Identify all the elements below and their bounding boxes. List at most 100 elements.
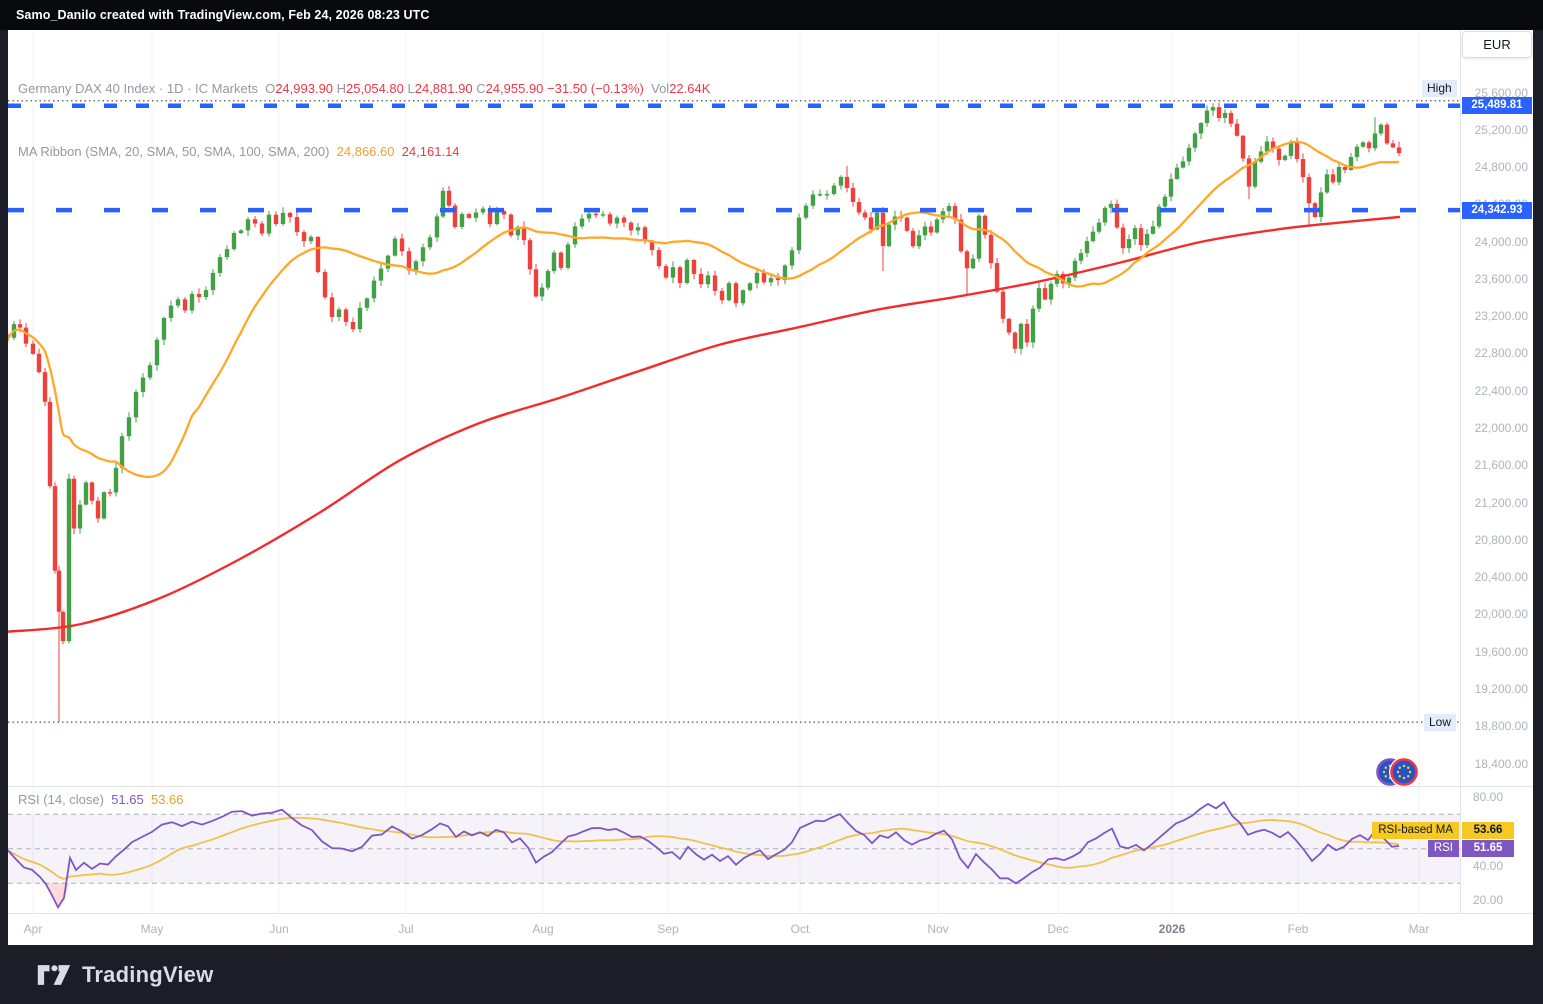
price-tick-label: 20,800.00 (1474, 532, 1528, 547)
rsi-badge-label: RSI (1427, 840, 1459, 857)
candle-body (508, 214, 514, 236)
candle-body (56, 570, 62, 612)
price-and-rsi-plot[interactable] (8, 30, 1533, 945)
candle-body (1114, 203, 1120, 228)
candle-body (1090, 231, 1096, 242)
legend-segment: −31.50 (−0.13%) (547, 81, 652, 96)
candle-body (392, 238, 398, 256)
candle-body (1108, 203, 1114, 208)
candle-body (691, 259, 697, 274)
candle-body (210, 272, 216, 291)
candle-body (515, 226, 521, 236)
candle-body (459, 214, 465, 227)
candle-body (1270, 141, 1276, 149)
candle-body (1228, 112, 1234, 124)
candle-body (371, 280, 377, 299)
time-tick-label: Mar (1408, 922, 1430, 936)
price-tick-label: 25,600.00 (1474, 85, 1528, 100)
candle-body (259, 223, 265, 234)
candle-body (1150, 226, 1156, 234)
rsi-tick-label: 80.00 (1472, 789, 1503, 804)
candle-body (910, 230, 916, 247)
candle-body (775, 278, 781, 281)
sma-200-line[interactable] (8, 215, 1401, 633)
legend-segment: C (476, 81, 486, 96)
eu-flag-star (1396, 770, 1400, 774)
tradingview-logo-text[interactable]: TradingView (82, 961, 214, 987)
rsi-ma-line[interactable] (8, 816, 1400, 880)
candle-body (600, 214, 606, 216)
candle-body (245, 219, 251, 231)
candle-body (796, 217, 802, 251)
candle-body (1042, 288, 1048, 300)
candle-body (329, 297, 335, 318)
candle-body (1210, 107, 1216, 111)
candle-body (107, 492, 113, 494)
eu-flag-star (1384, 775, 1387, 778)
candle-body (23, 327, 29, 344)
candle-body (494, 211, 500, 225)
candle-body (52, 486, 58, 571)
time-tick-label: Jun (269, 922, 289, 936)
rsi-legend-row[interactable]: RSI (14, close) 51.65 53.66 (18, 792, 184, 807)
candle-body (1036, 288, 1042, 309)
price-tick-label: 23,600.00 (1474, 271, 1528, 286)
candle-body (36, 353, 42, 373)
candle-body (1234, 123, 1240, 136)
candle-body (1096, 222, 1102, 232)
candle-body (593, 213, 599, 216)
candle-body (294, 217, 300, 233)
legend-segment: RSI (14, close) (18, 792, 112, 807)
candle-body (399, 238, 405, 252)
candles-series[interactable] (8, 102, 1402, 723)
candle-body (501, 211, 507, 215)
candle-body (301, 232, 307, 242)
candle-body (670, 267, 676, 278)
symbol-legend[interactable]: Germany DAX 40 Index · 1D · IC Markets O… (18, 36, 710, 204)
candle-body (1006, 318, 1012, 333)
tradingview-logo-icon[interactable] (36, 962, 72, 988)
candle-body (487, 208, 493, 225)
candle-body (17, 324, 23, 328)
candle-body (47, 401, 53, 487)
candle-body (874, 212, 880, 230)
candle-body (466, 214, 472, 218)
sma-20-line[interactable] (8, 140, 1400, 479)
candle-body (831, 185, 837, 195)
legend-segment: 24,955.90 (485, 81, 548, 96)
legend-segment: 24,866.60 (336, 144, 402, 159)
eu-flag-star (1402, 776, 1406, 780)
candle-body (642, 227, 648, 241)
candle-body (1324, 174, 1330, 193)
candle-body (768, 278, 774, 283)
time-tick-label: May (140, 922, 164, 936)
ohlc-legend-row[interactable]: Germany DAX 40 Index · 1D · IC Markets O… (18, 78, 710, 99)
candle-body (880, 212, 886, 247)
candle-body (747, 283, 753, 291)
candle-body (1156, 206, 1162, 227)
low-marker-label: Low (1424, 713, 1457, 731)
candle-body (862, 212, 868, 218)
pane-separator[interactable] (8, 786, 1533, 787)
candle-body (628, 222, 634, 231)
candle-body (308, 236, 314, 242)
candle-body (705, 275, 711, 285)
candle-body (677, 267, 683, 283)
rsi-line[interactable] (8, 800, 1400, 910)
eu-flag-star (1408, 770, 1412, 774)
candle-body (1048, 283, 1054, 300)
candle-body (964, 251, 970, 269)
candle-body (684, 259, 690, 283)
price-tick-label: 18,400.00 (1474, 756, 1528, 771)
time-tick-label: Sep (657, 922, 679, 936)
candle-body (113, 467, 119, 493)
ma-ribbon-legend-row[interactable]: MA Ribbon (SMA, 20, SMA, 50, SMA, 100, S… (18, 141, 710, 162)
candle-body (1180, 161, 1186, 168)
legend-segment: 25,054.80 (346, 81, 408, 96)
candle-body (916, 235, 922, 247)
candle-body (196, 293, 202, 298)
candle-body (147, 365, 153, 378)
candle-body (527, 240, 533, 270)
price-tick-label: 20,000.00 (1474, 607, 1528, 622)
currency-axis-button[interactable]: EUR (1462, 31, 1532, 58)
